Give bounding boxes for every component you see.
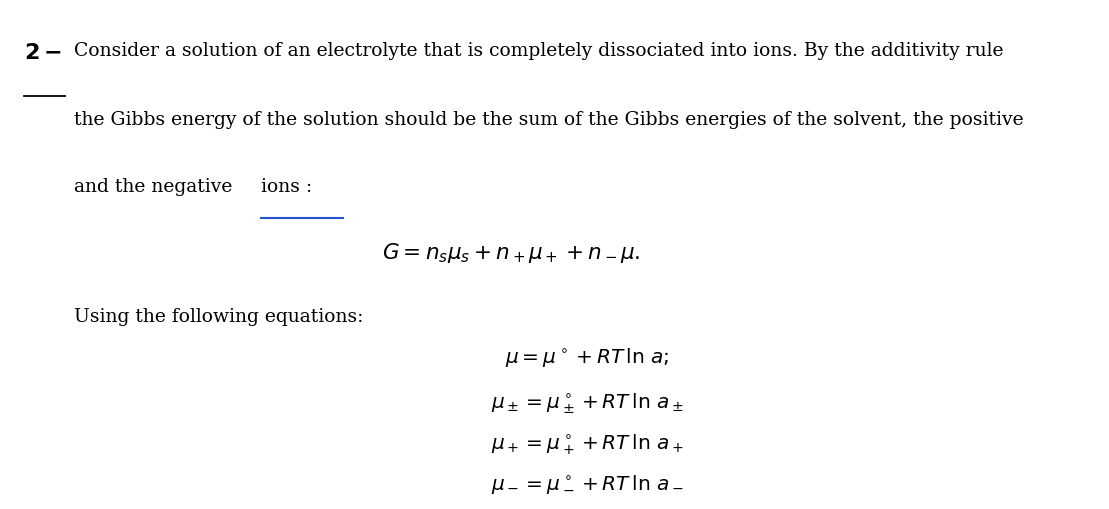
Text: the Gibbs energy of the solution should be the sum of the Gibbs energies of the : the Gibbs energy of the solution should … bbox=[74, 111, 1024, 129]
Text: and the negative: and the negative bbox=[74, 178, 238, 196]
Text: ions :: ions : bbox=[261, 178, 313, 196]
Text: $\mathbf{2-}$: $\mathbf{2-}$ bbox=[24, 42, 62, 64]
Text: $\mu_+ = \mu^\circ_+ + RT\,\ln\,a_+$: $\mu_+ = \mu^\circ_+ + RT\,\ln\,a_+$ bbox=[490, 432, 683, 456]
Text: $G = n_s\mu_s + n_+\mu_+ + n_-\mu.$: $G = n_s\mu_s + n_+\mu_+ + n_-\mu.$ bbox=[381, 240, 640, 264]
Text: Consider a solution of an electrolyte that is completely dissociated into ions. : Consider a solution of an electrolyte th… bbox=[74, 42, 1004, 60]
Text: $\mu_- = \mu^\circ_- + RT\,\ln\,a_-$: $\mu_- = \mu^\circ_- + RT\,\ln\,a_-$ bbox=[490, 472, 683, 494]
Text: $\mu = \mu^\circ + RT\,\ln\,a;$: $\mu = \mu^\circ + RT\,\ln\,a;$ bbox=[505, 346, 669, 369]
Text: $\mu_\pm = \mu^\circ_\pm + RT\,\ln\,a_\pm$: $\mu_\pm = \mu^\circ_\pm + RT\,\ln\,a_\p… bbox=[490, 391, 683, 415]
Text: Using the following equations:: Using the following equations: bbox=[74, 307, 364, 325]
